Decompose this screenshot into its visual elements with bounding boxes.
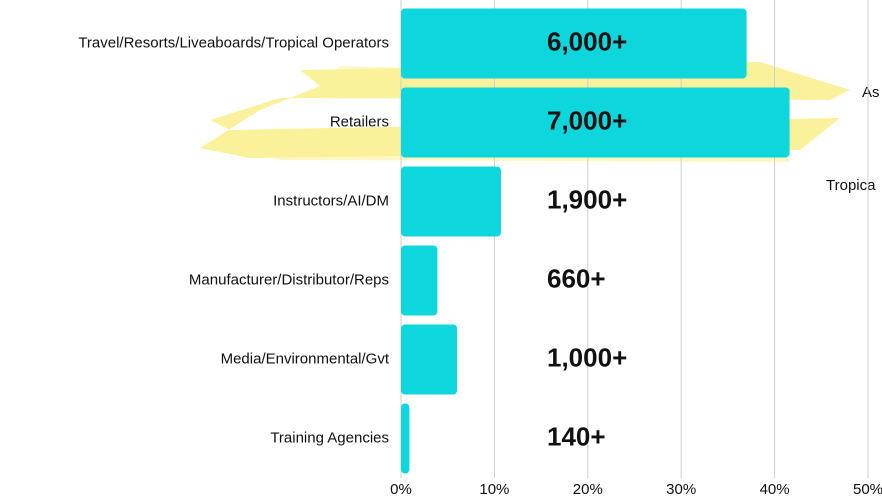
count-label: 1,000+ <box>547 342 627 372</box>
y-tick-label: Retailers <box>330 113 389 130</box>
count-label: 1,900+ <box>547 184 627 214</box>
y-tick-label: Media/Environmental/Gvt <box>221 350 390 367</box>
y-tick-label: Travel/Resorts/Liveaboards/Tropical Oper… <box>78 34 389 51</box>
bar <box>401 324 458 395</box>
y-tick-label: Manufacturer/Distributor/Reps <box>189 271 389 288</box>
x-tick-label: 0% <box>390 481 412 498</box>
x-tick-label: 40% <box>760 481 790 498</box>
background-text: Tropica <box>826 177 876 194</box>
background-text: As <box>862 84 880 101</box>
x-tick-label: 30% <box>666 481 696 498</box>
count-label: 7,000+ <box>547 105 627 135</box>
y-tick-label: Instructors/AI/DM <box>273 192 389 209</box>
count-label: 140+ <box>547 421 606 451</box>
bar <box>401 8 747 79</box>
bar <box>401 245 438 316</box>
bar <box>401 403 410 474</box>
y-tick-label: Training Agencies <box>270 429 389 446</box>
bar <box>401 166 501 237</box>
bar <box>401 87 790 158</box>
x-tick-label: 20% <box>573 481 603 498</box>
count-label: 6,000+ <box>547 26 627 56</box>
x-tick-label: 10% <box>479 481 509 498</box>
count-label: 660+ <box>547 263 606 293</box>
x-tick-label: 50% <box>853 481 882 498</box>
